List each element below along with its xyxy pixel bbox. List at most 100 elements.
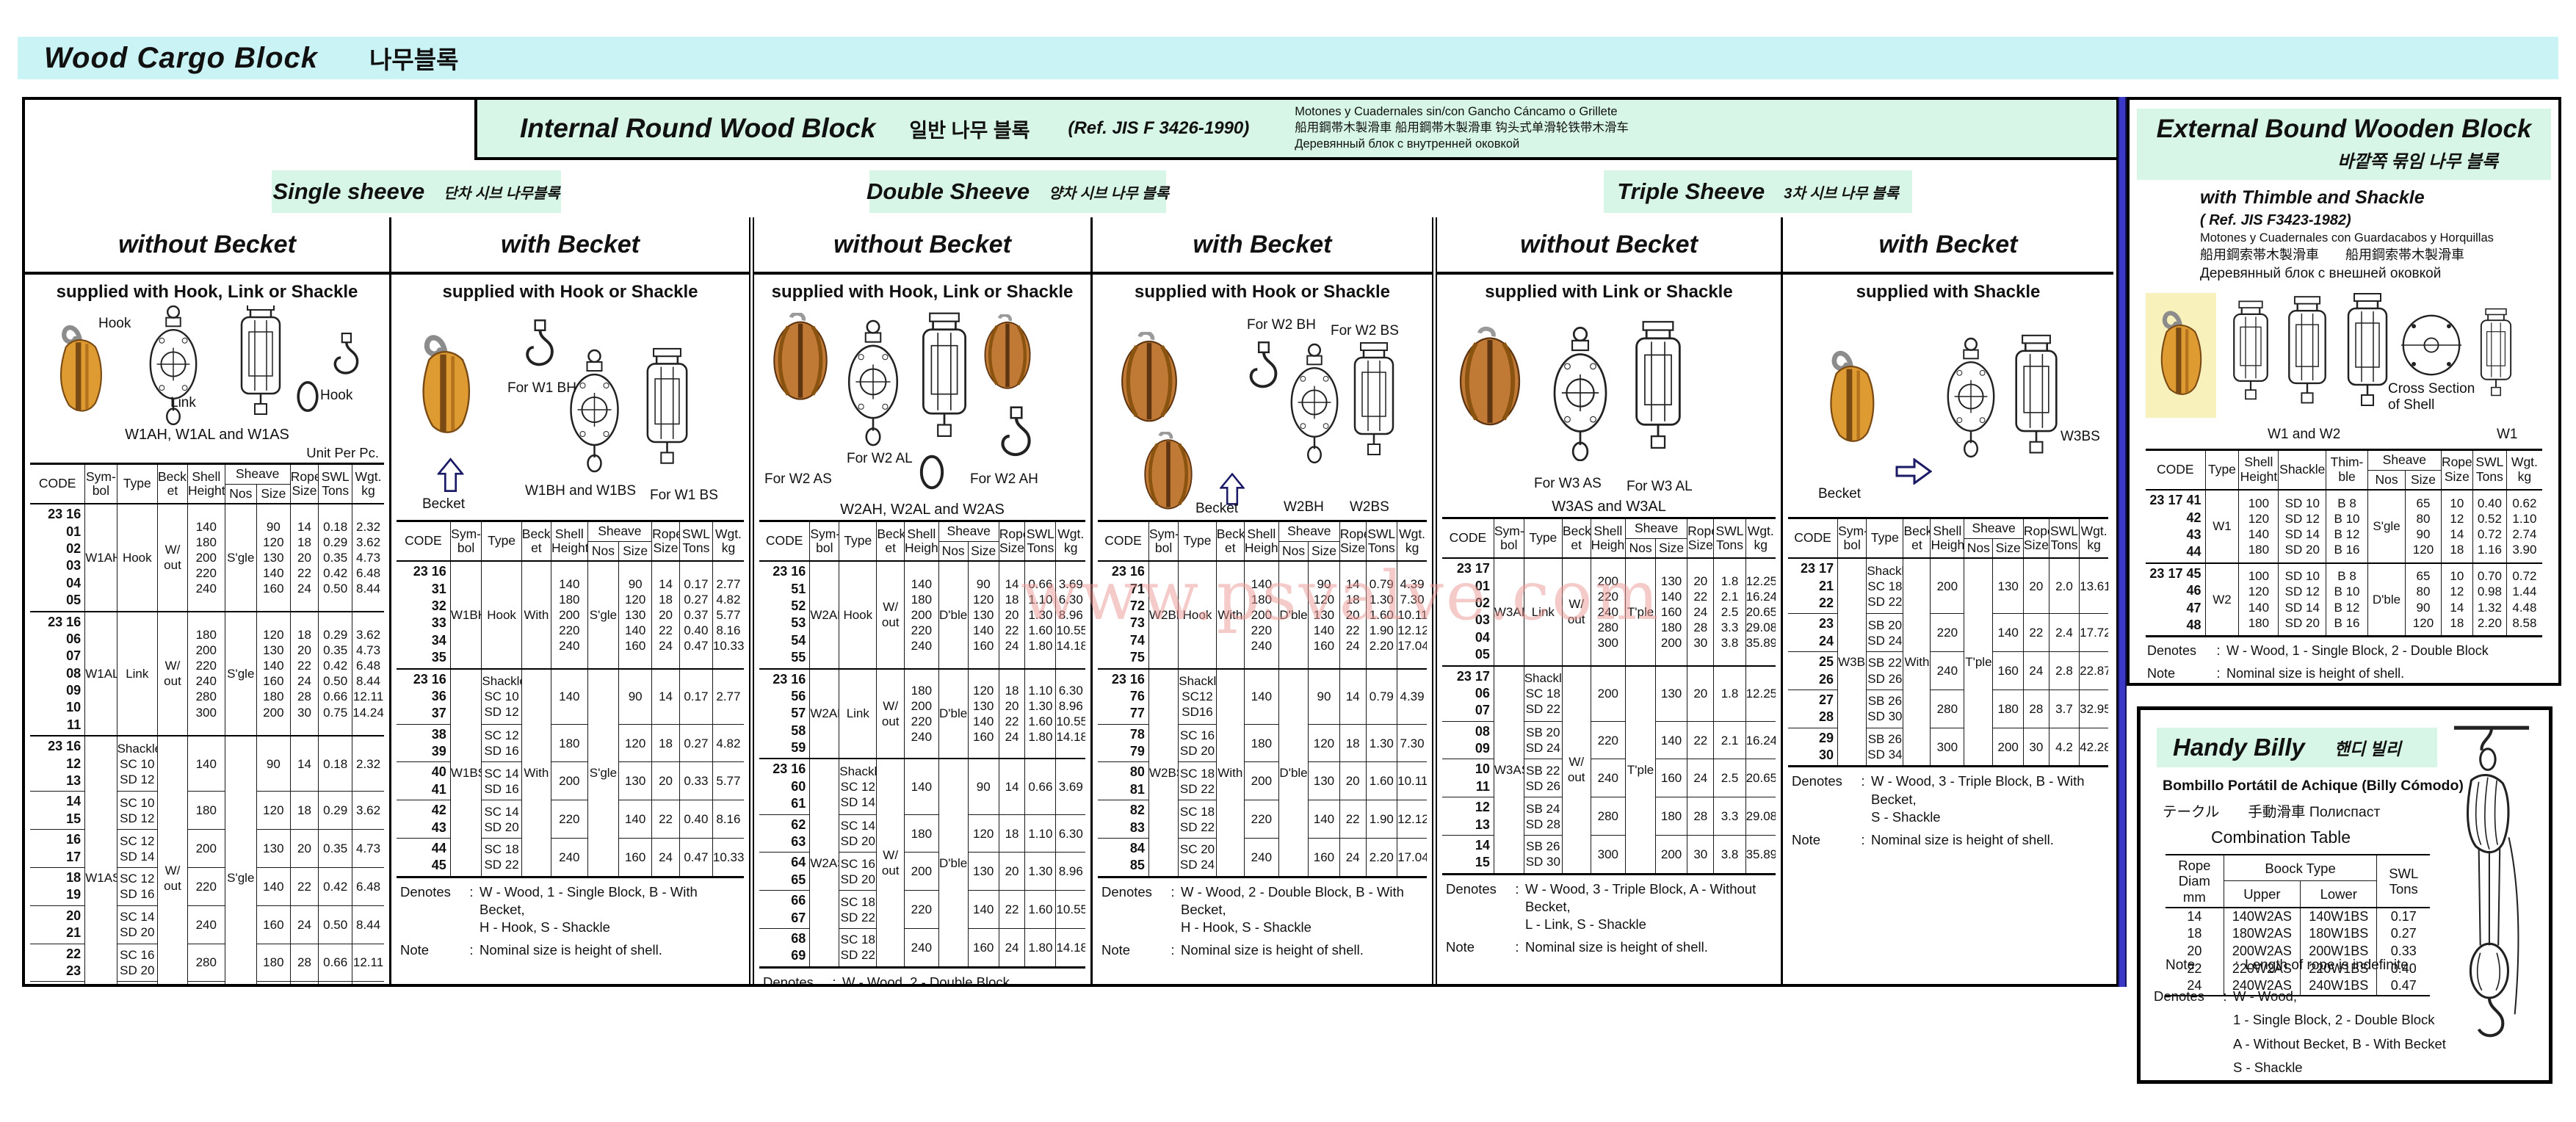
section-banner-triple: Triple Sheeve 3차 시브 나무 블록: [1604, 170, 1912, 213]
external-bound-subtitle: with Thimble and Shackle ( Ref. JIS F342…: [2200, 186, 2558, 283]
spec-table: CODESym-bolTypeBeck-etShellHeightSheaveR…: [1788, 517, 2108, 768]
figure-label: Becket: [1818, 486, 1862, 502]
becket-variant-header: without Becket: [1437, 217, 1781, 275]
note-russian: Деревянный блок с внутренней оковкой: [1295, 137, 1520, 151]
denotes: Denotes: W - Wood, 1 - Single Block, B - …: [400, 883, 698, 935]
figure-label: For W2 AL: [847, 451, 913, 466]
becket-variant-header: with Becket: [1783, 217, 2113, 275]
internal-round-korean: 일반 나무 블록: [909, 119, 1030, 142]
page-title-bar: Wood Cargo Block 나무블록: [18, 37, 2558, 79]
figure-label: For W3 AS: [1534, 476, 1602, 491]
figure-label: For W3 AL: [1627, 479, 1693, 494]
jis-reference: ( Ref. JIS F3423-1982): [2200, 211, 2351, 228]
watermark: www.psvalve.com: [1021, 557, 1661, 635]
thimble-shackle-note: with Thimble and Shackle: [2200, 187, 2425, 208]
note-chinese: 船用鋼索帯木製滑車 船用鋼索帯木製滑車: [2200, 247, 2464, 263]
spec-column: with Becket supplied with Hook or Shackl…: [389, 217, 749, 984]
block-illustration: [2146, 292, 2512, 418]
combination-table: Rope Diam mm Boock Type SWL Tons Upper Lower 14…: [2166, 854, 2430, 996]
denotes: Denotes: W - Wood, 1 - Single Block, 2 - D…: [2154, 988, 2446, 1076]
spec-table: CODESym-bolTypeBeck-etShellHeightSheaveR…: [1442, 517, 1776, 875]
page-title-korean: 나무블록: [369, 46, 459, 73]
becket-variant-header: without Becket: [25, 217, 389, 275]
jis-reference: (Ref. JIS F 3426-1990): [1068, 118, 1250, 138]
figure-label: Becket: [422, 496, 466, 512]
supplied-note: supplied with Hook or Shackle: [442, 282, 698, 302]
note: Note: Length of rope is indefinite.: [2166, 958, 2413, 973]
figure-caption: W2AH, W2AL and W2AS: [840, 502, 1005, 518]
external-bound-section: External Bound Wooden Block 바깥쪽 묶임 나무 블록…: [2127, 97, 2561, 686]
section-banner-double: Double Sheeve 양차 시브 나무 블록: [866, 170, 1170, 213]
handy-billy-section: Handy Billy 핸디 빌리 Bombillo Portátil de A…: [2137, 706, 2553, 1084]
supplied-note: supplied with Shackle: [1856, 282, 2041, 302]
spec-table: CODESym-bolTypeBeck-etShellHeightSheaveR…: [1098, 520, 1427, 878]
spec-table: CODESym-bolTypeBeck-etShellHeightSheaveR…: [397, 520, 744, 878]
figure-label: Becket: [1195, 501, 1239, 516]
figure-label: Cross Section of Shell: [2388, 380, 2475, 413]
becket-variant-header: without Becket: [754, 217, 1090, 275]
block-illustration: [754, 312, 1090, 520]
block-illustration: [25, 305, 359, 426]
figure-area: Becket W3BS: [1783, 305, 2113, 517]
internal-round-section: Internal Round Wood Block 일반 나무 블록 (Ref.…: [22, 97, 2119, 987]
external-bound-korean: 바깥쪽 묶임 나무 블록: [2337, 152, 2498, 172]
external-spec-table: CODE Type Shell Height Shackle Thim-ble Sheave…: [2146, 448, 2542, 638]
supplied-note: supplied with Link or Shackle: [1485, 282, 1733, 302]
section-title: Triple Sheeve: [1617, 178, 1765, 204]
external-bound-title: External Bound Wooden Block: [2156, 115, 2532, 143]
denotes: Denotes: W - Wood, 2 - Double Block, B - …: [1101, 883, 1404, 935]
denotes: Denotes:W - Wood, 2 - Double Block,A - W…: [763, 974, 1014, 984]
block-illustration: [1437, 320, 1681, 461]
supplied-note: supplied with Hook or Shackle: [1134, 282, 1391, 302]
handy-billy-banner: Handy Billy 핸디 빌리: [2157, 728, 2437, 767]
figure-area: W3AS and W3AL For W3 AS For W3 AL: [1437, 305, 1781, 517]
note-spanish: Bombillo Portátil de Achique (Billy Cómo…: [2163, 778, 2464, 794]
spec-column: with Becket supplied with Shackle Becket…: [1781, 217, 2113, 984]
section-title-korean: 3차 시브 나무 블록: [1784, 185, 1899, 202]
becket-variant-header: with Becket: [391, 217, 749, 275]
spec-column: without Becket supplied with Hook, Link …: [749, 217, 1090, 984]
section-title-korean: 양차 시브 나무 블록: [1049, 185, 1170, 202]
figure-label: Link: [170, 395, 196, 410]
unit-label: Unit Per Pc.: [306, 445, 379, 460]
figure-area: Cross Section of Shell W1 and W2 W1: [2130, 286, 2558, 444]
figure-label: W1 and W2: [2268, 426, 2341, 442]
multilingual-note: Motones y Cuadernales sin/con Gancho Cán…: [1295, 104, 1629, 152]
note: Note: Nominal size is height of shell.: [400, 941, 662, 958]
supplied-note: supplied with Hook, Link or Shackle: [771, 282, 1074, 302]
denotes: Denotes: W - Wood, 3 - Triple Block, B - …: [1792, 773, 2085, 825]
figure-caption: W1AH, W1AL and W1AS: [125, 427, 289, 443]
internal-round-banner: Internal Round Wood Block 일반 나무 블록 (Ref.…: [474, 100, 2116, 160]
note: Note: Nominal size is height of shell.: [1101, 941, 1364, 958]
note-russian: Деревянный блок с внешней оковкой: [2200, 265, 2442, 281]
combination-table-title: Combination Table: [2211, 828, 2351, 847]
note-spanish: Motones y Cuadernales con Guardacabos y …: [2200, 231, 2494, 245]
block-illustration: [1783, 334, 2058, 485]
note: Note: Nominal size is height of shell.: [1446, 938, 1708, 955]
spec-column: with Becket supplied with Hook or Shackl…: [1090, 217, 1432, 984]
handy-billy-korean: 핸디 빌리: [2334, 739, 2401, 759]
handy-billy-title: Handy Billy: [2173, 734, 2305, 761]
supplied-note: supplied with Hook, Link or Shackle: [56, 282, 358, 302]
note-chinese: 船用鋼帯木製滑車 船用鋼帯木製滑車 钩头式单滑轮铁带木滑车: [1295, 121, 1629, 135]
section-title: Double Sheeve: [866, 178, 1030, 204]
becket-variant-header: with Becket: [1093, 217, 1432, 275]
denotes: Denotes: W - Wood, 1 - Single Block, 2 - …: [2147, 643, 2489, 659]
figure-label: For W2 BS: [1331, 323, 1399, 339]
panel-divider: [2118, 97, 2127, 987]
figure-caption: W3AS and W3AL: [1552, 499, 1666, 515]
page-title: Wood Cargo Block: [44, 41, 319, 74]
figure-label: W1: [2497, 426, 2518, 442]
figure-area: For W1 BH Becket W1BH and W1BS For W1 BS: [391, 305, 749, 520]
note-spanish: Motones y Cuadernales sin/con Gancho Cán…: [1295, 105, 1618, 119]
denotes: Denotes: W - Wood, 3 - Triple Block, A - …: [1446, 880, 1756, 932]
figure-label: W2BS: [1350, 499, 1389, 515]
figure-label: For W1 BH: [507, 380, 576, 396]
note: Note: Nominal size is height of shell.: [2147, 665, 2405, 681]
figure-label: Hook: [98, 316, 131, 331]
figure-area: For W2 BH For W2 BS Becket W2BH W2BS: [1093, 305, 1432, 520]
section-banner-single: Single sheeve 단차 시브 나무블록: [272, 170, 561, 213]
figure-label: W2BH: [1284, 499, 1324, 515]
spec-table: CODESym-bolTypeBeck-etShellHeightSheaveR…: [759, 520, 1085, 969]
